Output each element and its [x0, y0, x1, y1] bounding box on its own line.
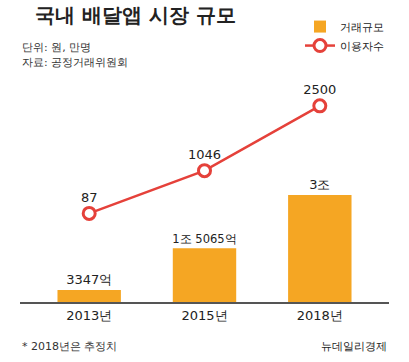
- svg-text:3347억: 3347억: [66, 272, 112, 287]
- svg-text:자료: 공정거래위원회: 자료: 공정거래위원회: [22, 56, 128, 69]
- svg-text:국내 배달앱 시장 규모: 국내 배달앱 시장 규모: [35, 3, 236, 27]
- svg-text:2013년: 2013년: [66, 308, 112, 323]
- svg-text:단위: 원, 만명: 단위: 원, 만명: [22, 41, 91, 54]
- svg-text:* 2018년은 추정치: * 2018년은 추정치: [22, 340, 118, 353]
- svg-text:뉴데일리경제: 뉴데일리경제: [321, 340, 387, 353]
- svg-text:2500: 2500: [303, 82, 336, 97]
- svg-text:1조 5065억: 1조 5065억: [172, 232, 236, 246]
- svg-text:87: 87: [81, 190, 98, 205]
- svg-text:2018년: 2018년: [297, 308, 343, 323]
- svg-text:거래규모: 거래규모: [340, 21, 384, 34]
- svg-text:3조: 3조: [309, 177, 330, 192]
- svg-text:2015년: 2015년: [181, 308, 227, 323]
- svg-text:1046: 1046: [188, 147, 221, 162]
- svg-text:이용자수: 이용자수: [340, 40, 384, 53]
